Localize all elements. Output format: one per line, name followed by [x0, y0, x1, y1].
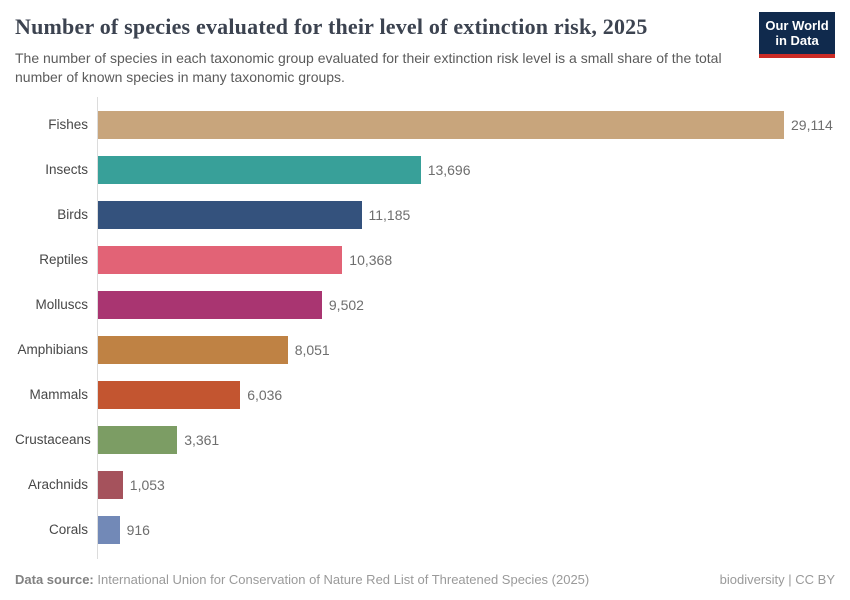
category-label-insects: Insects — [45, 162, 88, 177]
value-label-arachnids: 1,053 — [129, 476, 165, 493]
category-label-corals: Corals — [48, 522, 88, 537]
value-label-birds: 11,185 — [368, 206, 411, 223]
category-label-reptiles: Reptiles — [39, 252, 88, 267]
bar-crustaceans[interactable] — [98, 425, 178, 454]
bar-track: 29,114 — [97, 102, 835, 147]
bar-row-mammals: Mammals 6,036 — [15, 372, 835, 417]
bar-row-arachnids: Arachnids 1,053 — [15, 462, 835, 507]
y-axis-line — [97, 97, 98, 559]
bar-track: 1,053 — [97, 462, 835, 507]
bar-row-reptiles: Reptiles 10,368 — [15, 237, 835, 282]
chart-footer: Data source: International Union for Con… — [15, 572, 835, 587]
value-label-fishes: 29,114 — [791, 116, 833, 133]
category-label-crustaceans: Crustaceans — [15, 432, 91, 447]
bar-track: 9,502 — [97, 282, 835, 327]
bar-insects[interactable] — [98, 155, 421, 184]
bar-row-amphibians: Amphibians 8,051 — [15, 327, 835, 372]
category-label-fishes: Fishes — [48, 117, 88, 132]
chart-header: Number of species evaluated for their le… — [0, 0, 850, 88]
bar-birds[interactable] — [98, 200, 362, 229]
bar-fishes[interactable] — [98, 110, 784, 139]
data-source-text: International Union for Conservation of … — [93, 572, 590, 587]
bar-track: 8,051 — [97, 327, 835, 372]
owid-logo-line2: in Data — [775, 33, 819, 49]
bar-arachnids[interactable] — [98, 470, 123, 499]
bar-row-corals: Corals 916 — [15, 507, 835, 552]
bar-reptiles[interactable] — [98, 245, 343, 274]
bar-row-fishes: Fishes 29,114 — [15, 102, 835, 147]
data-source-label: Data source: — [15, 572, 94, 587]
bar-row-insects: Insects 13,696 — [15, 147, 835, 192]
bar-chart: Fishes 29,114 Insects 13,696 Birds 11,185 Rept… — [15, 97, 835, 559]
owid-logo-line1: Our World — [765, 18, 829, 33]
page-title: Number of species evaluated for their le… — [15, 14, 648, 39]
bar-row-crustaceans: Crustaceans 3,361 — [15, 417, 835, 462]
bar-amphibians[interactable] — [98, 335, 288, 364]
value-label-amphibians: 8,051 — [294, 341, 330, 358]
value-label-reptiles: 10,368 — [349, 251, 393, 268]
chart-subtitle: The number of species in each taxonomic … — [15, 50, 722, 86]
bar-row-molluscs: Molluscs 9,502 — [15, 282, 835, 327]
value-label-mammals: 6,036 — [247, 386, 283, 403]
value-label-corals: 916 — [126, 521, 150, 538]
license-credit[interactable]: biodiversity | CC BY — [719, 572, 835, 587]
bar-corals[interactable] — [98, 515, 120, 544]
data-source: Data source: International Union for Con… — [15, 572, 589, 587]
bar-track: 11,185 — [97, 192, 835, 237]
category-label-mammals: Mammals — [29, 387, 88, 402]
bar-mammals[interactable] — [98, 380, 241, 409]
bar-track: 916 — [97, 507, 835, 552]
bar-row-birds: Birds 11,185 — [15, 192, 835, 237]
bar-track: 3,361 — [97, 417, 835, 462]
category-label-birds: Birds — [57, 207, 88, 222]
value-label-insects: 13,696 — [427, 161, 471, 178]
bar-track: 10,368 — [97, 237, 835, 282]
category-label-amphibians: Amphibians — [17, 342, 88, 357]
bar-track: 6,036 — [97, 372, 835, 417]
value-label-molluscs: 9,502 — [328, 296, 364, 313]
category-label-arachnids: Arachnids — [27, 477, 88, 492]
category-label-molluscs: Molluscs — [35, 297, 88, 312]
value-label-crustaceans: 3,361 — [184, 431, 220, 448]
owid-logo[interactable]: Our World in Data — [759, 12, 835, 58]
bar-track: 13,696 — [97, 147, 835, 192]
bar-molluscs[interactable] — [98, 290, 322, 319]
